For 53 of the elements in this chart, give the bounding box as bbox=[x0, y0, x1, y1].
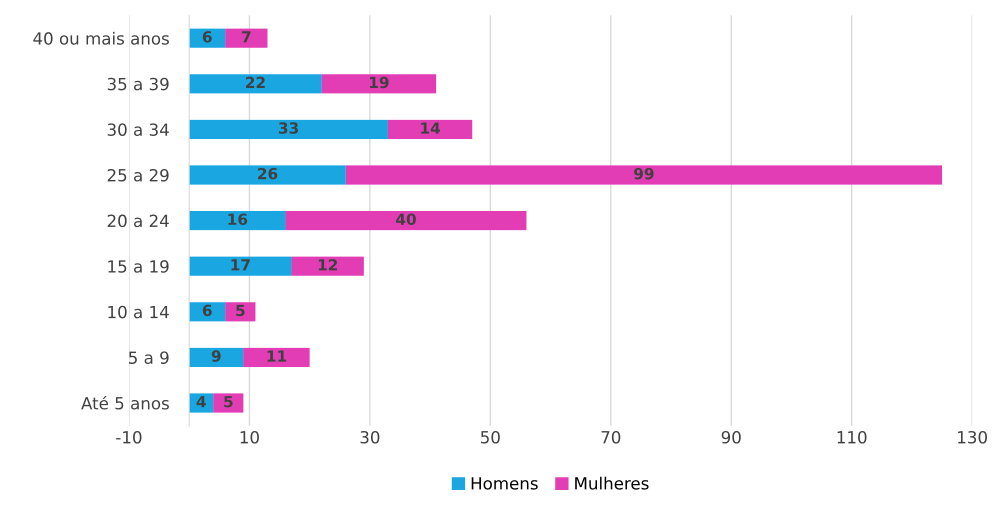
data-label: 6 bbox=[202, 31, 212, 43]
data-label: 99 bbox=[634, 168, 654, 180]
y-tick-label: 5 a 9 bbox=[129, 351, 169, 364]
bar bbox=[243, 348, 310, 367]
bar bbox=[189, 211, 286, 230]
bar bbox=[189, 120, 388, 139]
y-tick-label: 15 a 19 bbox=[108, 260, 169, 273]
y-tick-label: 25 a 29 bbox=[108, 168, 169, 182]
y-tick-label: 40 ou mais anos bbox=[33, 32, 169, 45]
y-tick-label: 10 a 14 bbox=[108, 306, 169, 318]
bar bbox=[225, 28, 268, 48]
x-tick-label: 130 bbox=[958, 430, 987, 444]
x-tick-label: 50 bbox=[481, 430, 500, 444]
y-tick-label: Até 5 anos bbox=[81, 396, 169, 410]
data-label: 40 bbox=[396, 213, 416, 226]
x-tick-label: 110 bbox=[838, 430, 866, 444]
x-tick-label: 10 bbox=[240, 430, 259, 444]
data-label: 9 bbox=[212, 350, 221, 362]
data-label: 12 bbox=[318, 259, 338, 270]
data-label: 4 bbox=[196, 396, 206, 408]
data-label: 26 bbox=[258, 168, 278, 180]
x-tick-label: 90 bbox=[722, 430, 741, 444]
bar bbox=[388, 120, 472, 139]
bar bbox=[346, 165, 942, 185]
y-tick-label: 20 a 24 bbox=[108, 214, 169, 228]
bar bbox=[225, 302, 256, 322]
data-label: 5 bbox=[236, 304, 245, 316]
data-label: 17 bbox=[231, 259, 250, 270]
data-label: 33 bbox=[278, 122, 298, 134]
bar bbox=[189, 74, 322, 94]
bar bbox=[322, 74, 436, 94]
bar bbox=[189, 28, 226, 48]
x-tick-label: 70 bbox=[602, 430, 620, 444]
legend-label: Homens bbox=[472, 477, 538, 490]
y-tick-label: 35 a 39 bbox=[108, 78, 169, 90]
legend-label: Mulheres bbox=[575, 476, 649, 490]
bar bbox=[286, 211, 526, 230]
bar bbox=[189, 256, 292, 276]
bar bbox=[292, 256, 364, 276]
x-tick-label: 30 bbox=[360, 430, 380, 444]
data-label: 7 bbox=[242, 31, 251, 42]
data-label: 14 bbox=[421, 122, 440, 134]
y-tick-label: 30 a 34 bbox=[108, 123, 169, 136]
data-label: 19 bbox=[370, 76, 389, 88]
bar bbox=[189, 348, 244, 367]
bar bbox=[189, 302, 226, 322]
data-label: 5 bbox=[224, 396, 233, 408]
data-label: 11 bbox=[268, 350, 286, 362]
data-label: 6 bbox=[202, 304, 212, 316]
data-label: 16 bbox=[228, 213, 248, 226]
bar bbox=[189, 165, 346, 185]
x-tick-label: -10 bbox=[116, 430, 142, 444]
data-label: 22 bbox=[246, 76, 265, 88]
